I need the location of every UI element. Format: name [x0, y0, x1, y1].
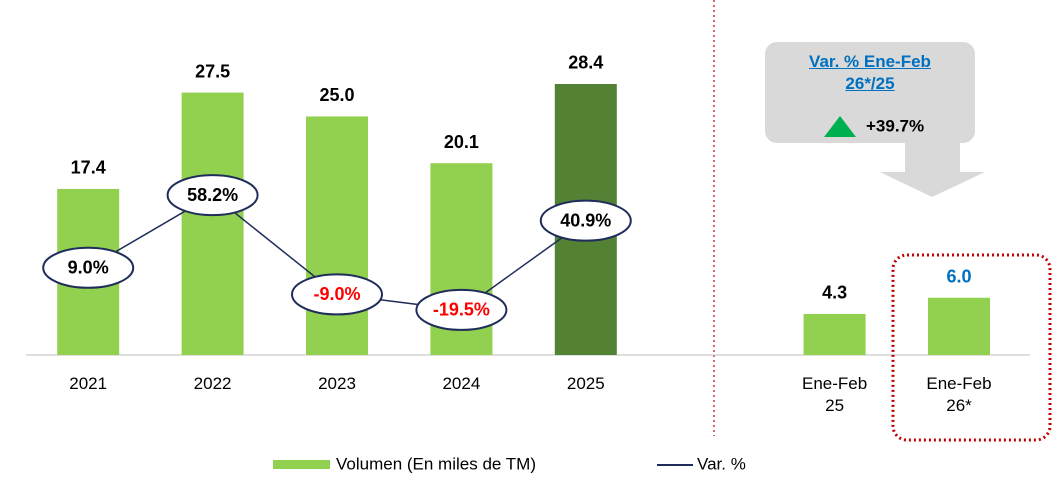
- bar-value-label: 25.0: [319, 85, 354, 105]
- callout-box: [765, 42, 975, 143]
- legend-label: Var. %: [697, 454, 746, 473]
- x-tick-label: 2023: [318, 374, 356, 393]
- callout-value: +39.7%: [866, 116, 924, 135]
- line-value-label: 9.0%: [68, 258, 109, 278]
- bar-value-label: 27.5: [195, 61, 230, 81]
- x-tick-label: 2025: [566, 374, 605, 393]
- bar: [803, 313, 866, 355]
- bar-value-label: 6.0: [946, 266, 971, 286]
- callout-arrow: [880, 143, 985, 197]
- x-tick-label: 2022: [193, 374, 232, 393]
- bar-value-label: 17.4: [71, 158, 106, 178]
- x-tick-label: Ene-Feb 25: [801, 374, 868, 415]
- bar: [928, 297, 990, 355]
- value-bubble: [42, 246, 135, 289]
- line-value-label: 58.2%: [187, 185, 238, 205]
- legend-swatch: [273, 460, 330, 469]
- x-tick-label: 2024: [442, 374, 481, 393]
- value-bubble: [166, 174, 259, 217]
- callout-title: Var. % Ene-Feb 26*/25: [809, 52, 931, 93]
- line-value-label: -19.5%: [433, 300, 490, 320]
- x-tick-label: Ene-Feb 26*: [926, 374, 992, 415]
- bar: [306, 116, 368, 355]
- value-bubble: [539, 199, 632, 242]
- value-bubble: [291, 273, 383, 316]
- up-triangle: [824, 116, 856, 137]
- value-bubble: [415, 288, 508, 331]
- bar-value-label: 20.1: [444, 132, 479, 152]
- x-tick-label: 2021: [69, 374, 108, 393]
- bar-value-label: 28.4: [568, 53, 603, 73]
- line-value-label: 40.9%: [560, 210, 611, 230]
- line-value-label: -9.0%: [313, 284, 360, 304]
- legend-label: Volumen (En miles de TM): [336, 454, 536, 473]
- bar-value-label: 4.3: [822, 283, 847, 303]
- bar: [181, 92, 244, 356]
